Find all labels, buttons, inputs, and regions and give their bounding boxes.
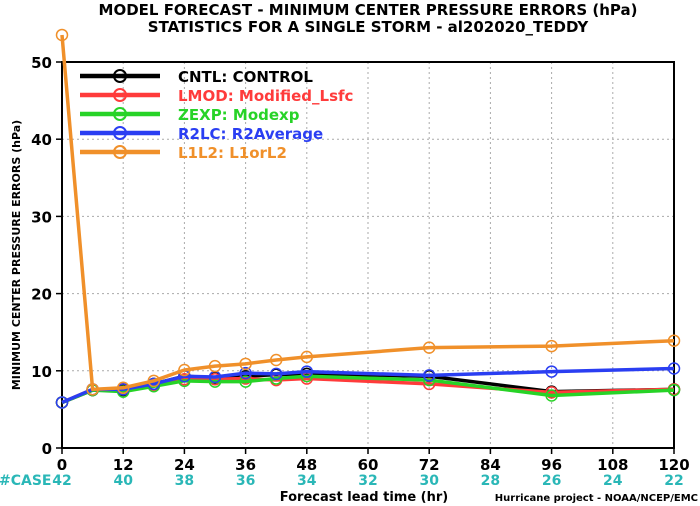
data-point (208, 359, 222, 373)
x-ticks: 0 12 24 36 48 60 72 84 96 108 120 (57, 448, 690, 474)
data-point (55, 28, 69, 42)
data-point (86, 383, 99, 396)
chart-subtitle: STATISTICS FOR A SINGLE STORM - al202020… (148, 18, 590, 36)
data-point (55, 396, 69, 409)
x-axis-label: Forecast lead time (hr) (280, 490, 448, 505)
data-point (545, 389, 558, 402)
data-point (545, 386, 558, 399)
data-point (239, 366, 252, 380)
case-count: 22 (664, 473, 683, 489)
y-tick-label: 20 (31, 286, 52, 304)
x-tick-label: 48 (296, 456, 317, 474)
x-tick-label: 36 (235, 456, 256, 474)
x-tick-label: 12 (113, 456, 134, 474)
data-point (422, 369, 436, 382)
case-counts: 42 40 38 36 34 32 30 28 26 24 22 (52, 473, 683, 489)
data-point (667, 334, 681, 347)
case-count: 42 (52, 473, 71, 489)
data-point (422, 341, 436, 354)
y-tick-label: 30 (31, 208, 52, 226)
data-point (269, 367, 283, 381)
x-tick-label: 60 (358, 456, 379, 474)
x-tick-label: 72 (419, 456, 440, 474)
data-point (300, 365, 314, 378)
case-count: 36 (236, 473, 255, 489)
x-tick-label: 0 (57, 456, 67, 474)
y-axis-label: MINIMUM CENTER PRESSURE ERRORS (hPa) (10, 120, 23, 390)
legend-label: R2LC: R2Average (178, 125, 323, 143)
data-point (239, 375, 252, 388)
x-tick-label: 108 (597, 456, 628, 474)
case-count: 34 (297, 473, 317, 489)
legend-label: L1L2: L1orL2 (178, 144, 287, 162)
case-count: 24 (603, 473, 623, 489)
data-point (269, 353, 283, 367)
x-tick-label: 120 (658, 456, 689, 474)
credit-text: Hurricane project - NOAA/NCEP/EMC (495, 493, 698, 504)
legend-marker (113, 88, 127, 102)
data-point (147, 377, 161, 391)
data-point (147, 374, 161, 388)
case-count: 28 (481, 473, 500, 489)
legend-label: LMOD: Modified_Lsfc (178, 87, 353, 105)
data-point (545, 365, 558, 378)
series-layer (55, 28, 681, 409)
case-count: 30 (419, 473, 439, 489)
legend-marker (113, 107, 127, 121)
data-point (116, 381, 130, 395)
x-tick-label: 24 (174, 456, 195, 474)
data-point (545, 339, 558, 353)
y-ticks: 0 10 20 30 40 50 (31, 54, 62, 458)
case-count: 26 (542, 473, 561, 489)
legend-marker (113, 126, 127, 140)
data-point (667, 362, 681, 375)
legend-marker (113, 69, 127, 83)
x-tick-label: 84 (480, 456, 501, 474)
chart-title: MODEL FORECAST - MINIMUM CENTER PRESSURE… (99, 1, 638, 19)
y-tick-label: 0 (42, 440, 52, 458)
y-tick-label: 40 (31, 131, 52, 149)
data-point (667, 383, 681, 397)
data-point (300, 350, 314, 364)
legend-label: CNTL: CONTROL (178, 68, 313, 86)
y-tick-label: 50 (31, 54, 52, 72)
legend-marker (113, 145, 127, 159)
y-tick-label: 10 (31, 363, 52, 381)
case-count: 32 (358, 473, 377, 489)
legend-label: ZEXP: Modexp (178, 106, 300, 124)
data-point (178, 363, 191, 377)
case-label: #CASE (0, 473, 52, 489)
x-tick-label: 96 (541, 456, 562, 474)
case-count: 40 (113, 473, 133, 489)
series-group (55, 28, 681, 396)
data-point (239, 357, 252, 371)
case-count: 38 (175, 473, 194, 489)
